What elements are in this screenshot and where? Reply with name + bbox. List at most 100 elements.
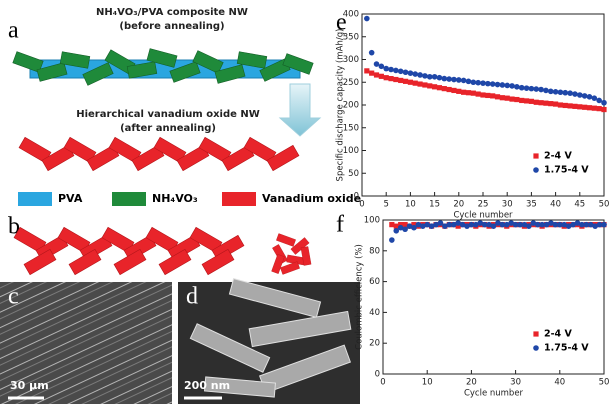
legend-label: 2-4 V <box>544 329 572 340</box>
vanadium-oxide-nw <box>19 137 299 170</box>
data-point <box>437 85 442 90</box>
data-point <box>548 89 554 95</box>
data-point <box>495 94 500 99</box>
data-point <box>601 107 606 112</box>
data-point <box>446 76 452 82</box>
data-point <box>524 98 529 103</box>
crystal <box>280 262 299 275</box>
data-point <box>504 83 510 89</box>
x-tick-label: 20 <box>453 200 464 210</box>
data-point <box>562 90 568 96</box>
data-point <box>374 72 379 77</box>
data-point <box>461 90 466 95</box>
data-point <box>461 78 467 84</box>
x-tick-label: 50 <box>599 200 610 210</box>
data-point <box>432 84 437 89</box>
panel-label: d <box>186 284 198 310</box>
data-point <box>519 85 525 91</box>
x-tick-label: 5 <box>383 200 388 210</box>
legend-label: PVA <box>58 192 83 205</box>
data-point <box>587 94 593 100</box>
data-point <box>476 91 481 96</box>
data-point <box>543 101 548 106</box>
data-point <box>437 75 443 81</box>
data-point <box>398 78 403 83</box>
y-tick-label: 400 <box>343 10 359 20</box>
data-point <box>408 80 413 85</box>
legend-swatch <box>112 192 146 206</box>
x-axis-label: Cycle number <box>453 211 513 221</box>
data-point <box>442 86 447 91</box>
y-tick-label: 0 <box>375 370 380 380</box>
data-point <box>403 69 409 75</box>
schematic-title: NH₄VO₃/PVA composite NW <box>96 7 248 18</box>
x-tick-label: 30 <box>502 200 513 210</box>
data-point <box>490 93 495 98</box>
y-tick-label: 60 <box>369 277 380 287</box>
data-point <box>572 91 578 97</box>
legend-label: 1.75-4 V <box>544 165 589 176</box>
data-point <box>567 90 573 96</box>
data-point <box>441 76 447 82</box>
panel-label: f <box>336 212 344 238</box>
legend-label: Vanadium oxide <box>262 192 361 205</box>
data-point <box>432 74 438 80</box>
data-point <box>413 81 418 86</box>
data-point <box>490 81 496 87</box>
data-point <box>500 82 506 88</box>
data-point <box>412 71 418 77</box>
panel-label: c <box>8 284 19 310</box>
data-point <box>558 89 564 95</box>
data-point <box>529 99 534 104</box>
data-point <box>568 103 573 108</box>
data-point <box>553 89 559 95</box>
data-point <box>408 70 414 76</box>
data-point <box>393 77 398 82</box>
data-point <box>427 83 432 88</box>
data-point <box>480 92 485 97</box>
y-tick-label: 20 <box>369 339 380 349</box>
schematic-note: (after annealing) <box>120 123 216 134</box>
data-point <box>563 103 568 108</box>
figure: a NH₄VO₃/PVA composite NW (before anneal… <box>0 0 616 404</box>
data-point <box>471 91 476 96</box>
data-point <box>495 82 501 88</box>
data-point <box>374 61 380 67</box>
y-axis-label: Coulombic efficiency (%) <box>355 244 365 350</box>
data-point <box>480 80 486 86</box>
y-tick-label: 100 <box>364 216 380 226</box>
scale-bar-label: 200 nm <box>184 379 230 392</box>
data-point <box>364 68 369 73</box>
data-point <box>456 89 461 94</box>
data-point <box>398 69 404 75</box>
data-point <box>572 104 577 109</box>
data-point <box>582 105 587 110</box>
data-point <box>592 95 598 101</box>
data-point <box>533 86 539 92</box>
y-tick-label: 80 <box>369 246 380 256</box>
data-point <box>369 71 374 76</box>
data-point <box>422 73 428 79</box>
data-point <box>548 101 553 106</box>
x-tick-label: 35 <box>526 200 537 210</box>
data-point <box>471 79 477 85</box>
data-point <box>417 81 422 86</box>
scale-bar-label: 30 μm <box>10 379 49 392</box>
x-tick-label: 30 <box>510 378 521 388</box>
data-point <box>592 106 597 111</box>
data-point <box>597 106 602 111</box>
data-point <box>466 90 471 95</box>
data-point <box>403 79 408 84</box>
data-point <box>364 16 370 22</box>
data-point <box>529 86 535 92</box>
y-tick-label: 50 <box>348 169 359 179</box>
data-point <box>543 88 549 94</box>
legend-marker <box>533 167 539 173</box>
crystal <box>276 234 295 247</box>
data-point <box>596 98 602 104</box>
data-point <box>601 100 607 106</box>
data-point <box>475 80 481 86</box>
y-tick-label: 40 <box>369 308 380 318</box>
data-point <box>587 105 592 110</box>
data-point <box>514 97 519 102</box>
